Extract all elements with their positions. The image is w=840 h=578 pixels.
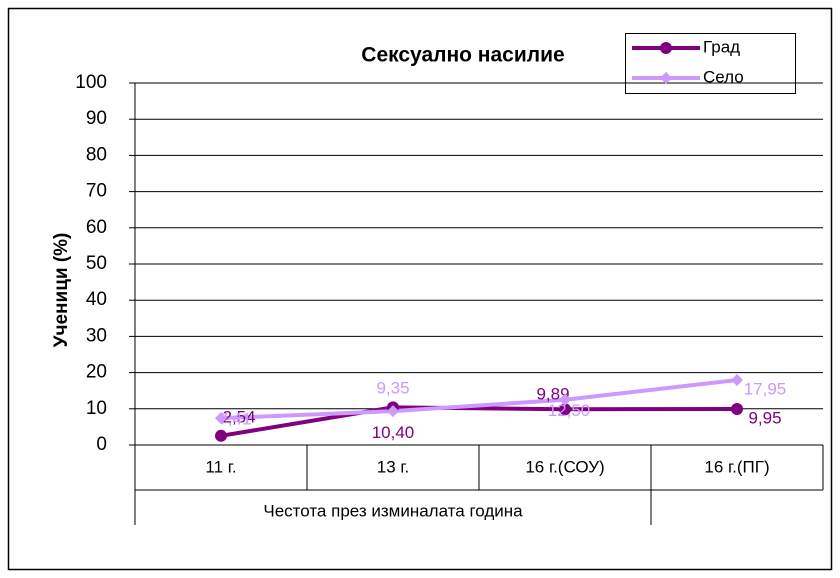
point <box>559 403 571 416</box>
y-tick-label: 100 <box>75 72 107 93</box>
point <box>387 405 399 418</box>
y-tick-label: 80 <box>86 144 107 165</box>
y-tick-label: 50 <box>86 253 107 274</box>
data-label: 7,41 <box>218 410 251 429</box>
y-axis-title: Ученици (%) <box>51 233 72 348</box>
chart-frame <box>7 7 833 571</box>
point <box>215 429 227 442</box>
data-label: 17,95 <box>744 380 787 399</box>
legend-marker <box>660 72 672 84</box>
x-tick-label: 11 г. <box>205 457 236 476</box>
x-tick-label: 16 г.(СОУ) <box>525 457 604 476</box>
y-tick-label: 90 <box>86 108 107 129</box>
point <box>215 412 227 425</box>
data-label: 12,50 <box>548 401 591 420</box>
y-tick-label: 70 <box>86 181 107 202</box>
data-label: 9,35 <box>376 379 409 398</box>
legend-label: Град <box>703 37 740 56</box>
y-tick-label: 30 <box>86 325 107 346</box>
y-tick-label: 60 <box>86 217 107 238</box>
chart-title: Сексуално насилие <box>361 44 564 67</box>
x-tick-label: 13 г. <box>377 457 409 476</box>
point <box>559 393 571 406</box>
y-tick-label: 20 <box>86 362 107 383</box>
legend-marker <box>660 42 672 54</box>
point <box>731 374 743 387</box>
x-tick-label: 16 г.(ПГ) <box>704 457 769 476</box>
legend-label: Село <box>703 67 744 86</box>
y-tick-label: 0 <box>96 434 107 455</box>
y-tick-label: 40 <box>86 289 107 310</box>
series-line <box>220 378 738 421</box>
y-tick-label: 10 <box>86 398 107 419</box>
x-axis-title: Честота през изминалата година <box>263 501 523 520</box>
series-line <box>220 405 738 438</box>
data-label: 9,95 <box>748 408 781 427</box>
data-label: 2,54 <box>222 407 255 426</box>
point <box>731 402 743 415</box>
data-label: 10,40 <box>372 423 415 442</box>
